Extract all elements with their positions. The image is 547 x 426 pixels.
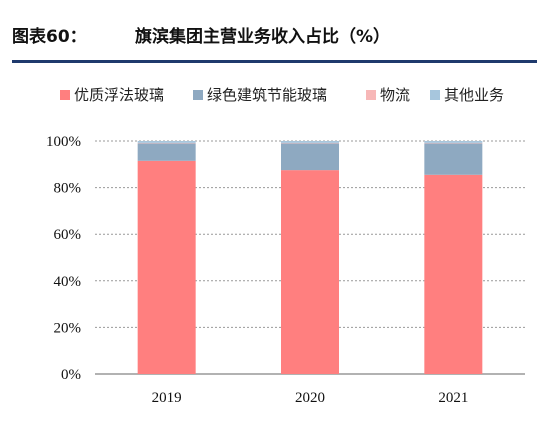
legend-swatch	[60, 90, 70, 100]
bar-segment	[424, 143, 483, 175]
y-tick-label: 100%	[46, 134, 81, 150]
y-tick-label: 40%	[54, 274, 82, 290]
y-tick-label: 20%	[54, 320, 82, 336]
legend-swatch	[193, 90, 203, 100]
bar-segment	[281, 143, 339, 171]
bar-segment	[137, 160, 196, 374]
legend-label: 绿色建筑节能玻璃	[207, 86, 327, 104]
legend-swatch	[366, 90, 376, 100]
legend-label: 物流	[380, 86, 410, 104]
figure-header: 图表60： 旗滨集团主营业务收入占比（%）	[12, 14, 537, 63]
y-tick-label: 0%	[61, 367, 81, 383]
legend-label: 其他业务	[444, 86, 504, 104]
bar-segment	[424, 174, 483, 374]
figure-label: 图表60：	[12, 27, 87, 47]
x-tick-label: 2021	[438, 390, 468, 406]
chart-title: 旗滨集团主营业务收入占比（%）	[135, 27, 391, 47]
x-tick-label: 2020	[295, 390, 325, 406]
x-tick-label: 2019	[152, 390, 182, 406]
bar-segment	[281, 141, 339, 143]
legend-label: 优质浮法玻璃	[74, 86, 164, 104]
legend-swatch	[430, 90, 440, 100]
bar-segment	[137, 141, 196, 143]
bar-segment	[281, 170, 339, 374]
bar-segment	[137, 143, 196, 161]
y-tick-label: 60%	[54, 227, 82, 243]
header-rule	[12, 60, 537, 63]
y-tick-label: 80%	[54, 181, 82, 197]
bar-segment	[424, 141, 483, 143]
